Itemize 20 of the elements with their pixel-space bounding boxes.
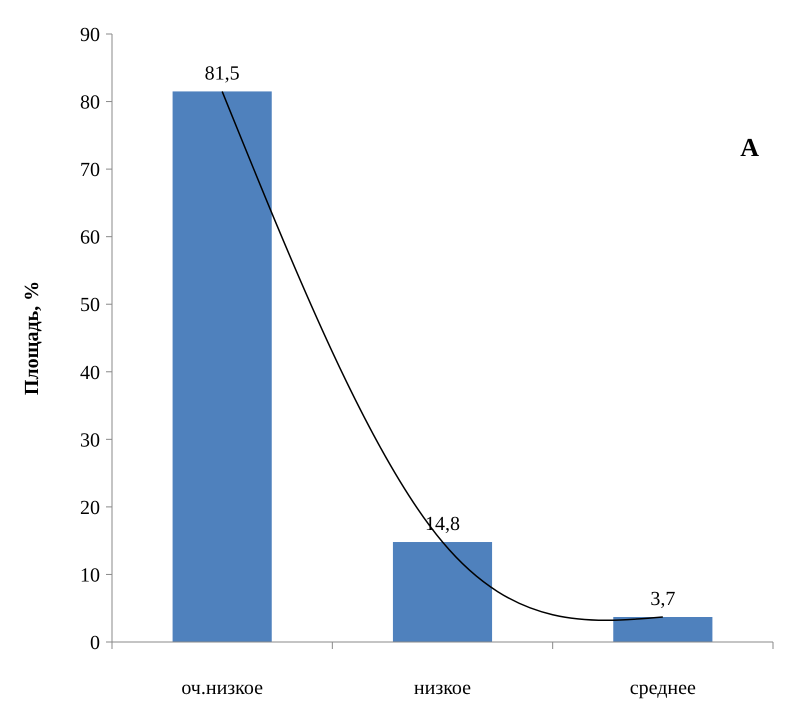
x-tick-label: оч.низкое — [181, 677, 264, 699]
y-tick-label: 10 — [80, 564, 100, 586]
y-tick-label: 40 — [80, 362, 100, 384]
x-tick-label: среднее — [630, 677, 696, 699]
y-tick-label: 90 — [80, 24, 100, 46]
y-tick-label: 0 — [90, 632, 100, 654]
y-tick-label: 60 — [80, 226, 100, 249]
data-label: 3,7 — [650, 588, 676, 610]
bar — [613, 617, 712, 642]
y-tick-label: 80 — [80, 92, 100, 114]
y-tick-label: 30 — [80, 429, 100, 452]
y-tick-label: 20 — [80, 496, 100, 519]
y-tick-label: 50 — [80, 294, 100, 316]
y-tick-label: 70 — [80, 159, 100, 182]
annotation: А — [740, 133, 760, 162]
bar — [392, 542, 492, 642]
bar — [172, 91, 272, 642]
x-tick-label: низкое — [414, 677, 472, 699]
y-axis-title: Площадь, % — [21, 280, 43, 396]
data-label: 81,5 — [204, 62, 240, 84]
